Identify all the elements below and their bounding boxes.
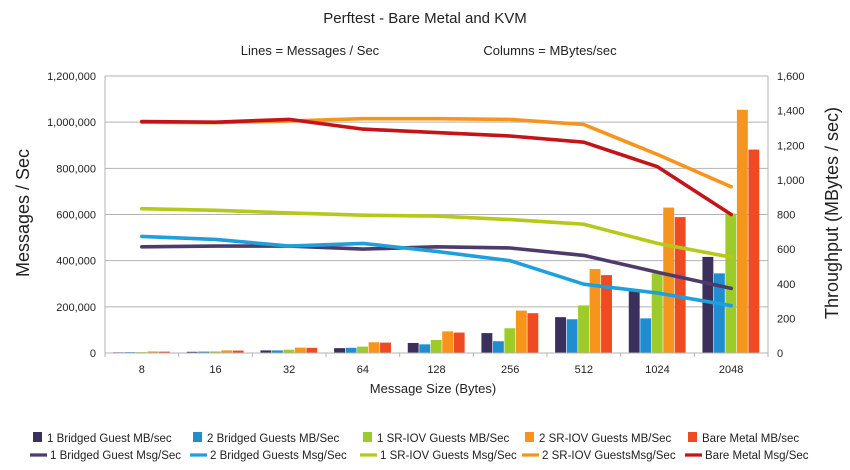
bar [504, 328, 516, 353]
series-line [140, 244, 734, 291]
x-tick-label: 8 [139, 364, 145, 376]
bar [589, 269, 601, 353]
bar [674, 217, 686, 353]
bar [221, 350, 233, 353]
bar [147, 351, 159, 353]
legend-label: 1 SR-IOV Guests Msg/Sec [380, 450, 517, 462]
series-line [140, 116, 734, 189]
x-tick-label: 64 [357, 364, 369, 376]
bar [159, 351, 170, 353]
bar [736, 109, 748, 354]
legend-label: 2 Bridged Guests MB/Sec [207, 433, 340, 445]
y-right-tick-label: 1,600 [777, 71, 805, 83]
chart-subtitle-lines: Lines = Messages / Sec [241, 43, 380, 58]
x-tick-label: 256 [501, 364, 519, 376]
legend-label: 1 Bridged Guest MB/sec [47, 433, 172, 445]
series-line [140, 234, 734, 308]
bar [430, 340, 442, 353]
bar [725, 213, 737, 353]
bar [271, 350, 283, 353]
x-tick-label: 512 [575, 364, 593, 376]
y-left-tick-label: 400,000 [56, 256, 96, 268]
y-right-tick-label: 400 [777, 279, 795, 291]
legend: 1 Bridged Guest MB/sec 2 Bridged Guests M… [30, 432, 809, 462]
legend-label: 1 SR-IOV Guests MB/Sec [377, 433, 510, 445]
y-right-tick-label: 1,000 [777, 175, 805, 187]
bar [334, 348, 345, 353]
legend-label: Bare Metal Msg/Sec [705, 450, 809, 462]
bar [663, 207, 675, 353]
bar [453, 332, 465, 353]
y-axis-right-title: Throughput (MBytes / sec) [822, 107, 842, 319]
y-left-tick-label: 1,200,000 [47, 71, 96, 83]
bar [407, 342, 419, 353]
chart-subtitle-columns: Columns = MBytes/sec [483, 43, 617, 58]
y-left-tick-label: 0 [90, 348, 96, 360]
x-tick-label: 2048 [719, 364, 743, 376]
y-right-tick-label: 0 [777, 348, 783, 360]
bar [283, 349, 295, 353]
bar [232, 350, 244, 353]
bar [368, 342, 380, 353]
bar-series-group [113, 109, 760, 354]
bar [198, 351, 210, 353]
legend-label: Bare Metal MB/sec [702, 433, 799, 445]
bar [419, 344, 431, 353]
x-axis-title: Message Size (Bytes) [370, 381, 496, 396]
bar [306, 347, 318, 353]
bar [651, 273, 663, 353]
bar [209, 351, 221, 353]
legend-swatch [363, 432, 372, 442]
legend-label: 2 Bridged Guests Msg/Sec [210, 450, 347, 462]
bar [713, 273, 725, 353]
bar [492, 341, 504, 353]
bar [357, 346, 368, 353]
bar [294, 347, 306, 353]
x-tick-label: 32 [283, 364, 295, 376]
bar [186, 351, 198, 353]
x-tick-label: 128 [427, 364, 445, 376]
bar [481, 333, 493, 353]
x-tick-label: 1024 [645, 364, 669, 376]
bar [515, 310, 527, 353]
bar [555, 317, 566, 353]
y-right-tick-label: 600 [777, 244, 795, 256]
y-left-tick-label: 600,000 [56, 210, 96, 222]
series-line [140, 117, 734, 217]
y-right-tick-label: 1,400 [777, 106, 805, 118]
y-right-tick-label: 200 [777, 313, 795, 325]
line-series-group [140, 116, 734, 308]
bar [527, 313, 539, 353]
series-line [140, 206, 734, 260]
chart-title: Perftest - Bare Metal and KVM [323, 10, 526, 27]
legend-label: 2 SR-IOV GuestsMsg/Sec [542, 450, 676, 462]
legend-swatch [33, 432, 42, 442]
bar [601, 275, 612, 353]
bar [566, 319, 578, 353]
y-left-tick-label: 800,000 [56, 163, 96, 175]
legend-label: 1 Bridged Guest Msg/Sec [50, 450, 181, 462]
legend-swatch [525, 432, 534, 442]
bar [748, 149, 760, 353]
y-axis-left-title: Messages / Sec [13, 149, 33, 277]
legend-swatch [688, 432, 697, 442]
bar [345, 347, 357, 353]
axes: 0 200,000 400,000 600,000 800,000 1,000,000 1,… [47, 71, 804, 376]
y-right-tick-label: 800 [777, 210, 795, 222]
bar [442, 331, 454, 353]
y-left-tick-label: 200,000 [56, 302, 96, 314]
y-right-tick-label: 1,200 [777, 140, 805, 152]
bar [260, 350, 272, 353]
bar [702, 256, 714, 353]
bar [628, 291, 640, 353]
bar [640, 318, 652, 353]
legend-swatch [193, 432, 202, 442]
legend-label: 2 SR-IOV Guests MB/Sec [539, 433, 672, 445]
bar [380, 342, 391, 353]
x-tick-label: 16 [209, 364, 221, 376]
y-left-tick-label: 1,000,000 [47, 117, 96, 129]
bar [578, 305, 589, 353]
